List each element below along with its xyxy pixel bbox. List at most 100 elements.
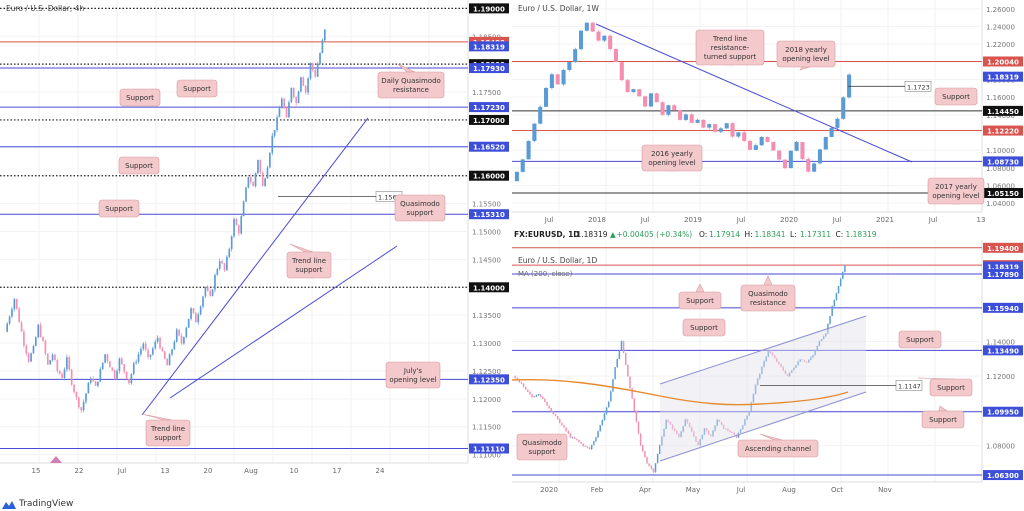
candle-body (605, 407, 608, 414)
candle-body (527, 389, 529, 392)
candle-body (669, 422, 672, 425)
price-tag-label: 1.05150 (987, 190, 1019, 198)
callout-box (678, 291, 722, 310)
candle-body (118, 358, 121, 371)
candle-body (204, 287, 207, 297)
candle-body (97, 381, 99, 386)
trend-line (169, 245, 398, 399)
inline-price-label: 1.1147 (898, 382, 921, 390)
inline-price-label: 1.1563 (378, 193, 401, 201)
candle-body (82, 401, 85, 411)
candle-body (221, 261, 223, 264)
candle-body (209, 290, 212, 296)
candle-body (742, 132, 747, 141)
price-tick-label: 1.11500 (472, 424, 501, 432)
panel-h4: 1.190001.185001.180001.175001.170001.165… (0, 0, 510, 483)
callout-text: Support (183, 85, 211, 93)
price-tag-label: 1.16520 (473, 144, 505, 152)
candle-body (676, 430, 678, 435)
price-tag-label: 1.09950 (987, 409, 1019, 417)
tradingview-brand[interactable]: TradingView (2, 497, 73, 511)
header-high-label: H: (745, 230, 753, 239)
candle-body (829, 315, 831, 324)
candle-body (771, 141, 776, 151)
candle-body (763, 361, 765, 367)
time-tick-label: 2020 (540, 486, 558, 494)
candle-body (648, 93, 653, 107)
price-tag (983, 406, 1023, 417)
time-tick-label: 2019 (684, 216, 702, 224)
candle-body (142, 343, 145, 349)
time-axis-weekly: Jul 2018 Jul 2019 Jul 2020 Jul 2021 Jul 13 (512, 211, 985, 224)
candle-body (168, 354, 171, 366)
candle-body (8, 316, 11, 324)
candle-body (578, 439, 580, 442)
candle-body (773, 355, 776, 359)
price-tag (469, 443, 509, 454)
price-tag (983, 470, 1023, 481)
candle-body (216, 269, 219, 275)
annotation-support: Support (678, 283, 722, 310)
callout-text: Support (126, 94, 154, 102)
candle-body (643, 96, 648, 107)
candle-body (567, 431, 570, 434)
candle-body (149, 354, 152, 358)
candle-body (529, 391, 531, 395)
callout-box (776, 40, 836, 68)
callout-text: Quasimodo (400, 200, 440, 208)
candle-body (722, 424, 725, 429)
candle-body (622, 341, 625, 353)
candle-body (524, 386, 527, 390)
candle-body (812, 163, 817, 172)
candle-body (39, 324, 42, 338)
candle-body (109, 361, 111, 368)
candle-body (273, 130, 276, 136)
inline-price-label: 1.1723 (907, 83, 930, 91)
candle-body (788, 150, 793, 169)
time-tick-label: 22 (75, 467, 84, 475)
time-tick-label: 17 (333, 467, 342, 475)
candle-body (280, 98, 283, 109)
candle-body (839, 278, 842, 286)
candle-body (599, 425, 601, 432)
candle-body (842, 272, 844, 279)
candle-body (752, 393, 755, 403)
candle-body (101, 362, 104, 370)
candle-body (30, 353, 32, 362)
event-marker-icon (50, 456, 62, 463)
candle-body (756, 378, 759, 385)
panel-weekly: 1.260001.240001.220001.200001.180001.160… (512, 0, 1024, 226)
candle-body (837, 285, 840, 294)
candle-body (644, 451, 646, 458)
annotation-ascending-channel: Ascending channel (737, 433, 819, 458)
candle-body (714, 425, 716, 431)
candle-body (147, 349, 149, 358)
candle-body (707, 430, 710, 435)
callout-box (377, 71, 445, 99)
callout-text: opening level (648, 159, 695, 167)
candle-body (556, 416, 559, 419)
candle-body (650, 466, 653, 469)
candle-body (673, 428, 676, 431)
candle-body (697, 441, 699, 446)
candle-body (175, 329, 178, 342)
price-tag-label: 1.17890 (987, 271, 1019, 279)
price-tag-label: 1.17230 (473, 104, 505, 112)
candle-body (61, 374, 63, 378)
candle-body (6, 323, 9, 332)
candle-body (89, 378, 92, 383)
callout-text: July's (403, 367, 423, 375)
candle-body (835, 293, 838, 300)
callout-box (934, 87, 978, 106)
candle-body (15, 298, 18, 309)
candle-body (637, 421, 640, 434)
candle-body (180, 335, 183, 344)
candle-body (75, 392, 78, 398)
candle-body (541, 396, 544, 399)
candle-body (240, 216, 243, 234)
candle-body (106, 354, 109, 362)
candle-body (765, 356, 767, 362)
candle-body (242, 201, 245, 217)
price-tag-label: 1.14000 (473, 284, 505, 292)
